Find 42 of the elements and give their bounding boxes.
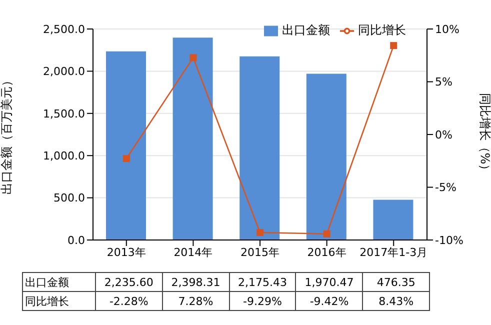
bar [172,38,213,240]
data-label: 8.43% [362,292,430,310]
data-label: 476.35 [362,272,430,292]
legend-label: 出口金额 [282,23,330,37]
point [390,42,398,50]
point [256,229,264,236]
y-axis-title: 出口金额（百万美元） [0,74,14,194]
data-label: 7.28% [162,292,230,310]
x-tick-label: 2014年 [174,246,213,259]
y2-axis-title: 同比增长（%） [478,92,491,176]
legend-label: 同比增长 [358,23,406,37]
point [122,155,130,162]
text: 同比增长 [25,294,69,308]
y-tick-label: 1,000.0 [43,150,85,163]
data-label: 1,970.47 [296,272,363,292]
y-tick-label: 0.0 [68,234,85,247]
data-label: 2,175.43 [229,272,296,292]
point [323,230,330,238]
x-tick-label: 2013年 [106,246,146,259]
data-label: 2,235.60 [96,272,162,292]
x-tick-label: 2016年 [307,246,346,259]
x-tick-label: 2017年1-3月 [360,246,428,259]
y2-tick-label: 5% [435,76,452,89]
y2-tick-label: 0% [435,128,452,142]
y-tick-label: 2,500.0 [43,22,85,36]
y2-tick-label: -5% [435,181,456,194]
y-tick-label: 1,500.0 [43,107,85,120]
y-tick-label: 2,000.0 [43,65,85,78]
x-tick-label: 2015年 [240,246,280,259]
data-label: -9.42% [296,292,363,310]
data-label: 2,398.31 [162,272,230,292]
bar [373,200,414,240]
y-tick-label: 500.0 [54,192,85,205]
bar [106,51,146,240]
y2-tick-label: -10% [435,234,464,247]
point [190,54,197,62]
data-label: -9.29% [229,292,296,310]
text: 出口金额 [25,276,69,288]
bar [240,56,280,240]
bar [306,74,346,240]
data-label: -2.28% [96,292,162,310]
y2-tick-label: 10% [435,22,460,36]
